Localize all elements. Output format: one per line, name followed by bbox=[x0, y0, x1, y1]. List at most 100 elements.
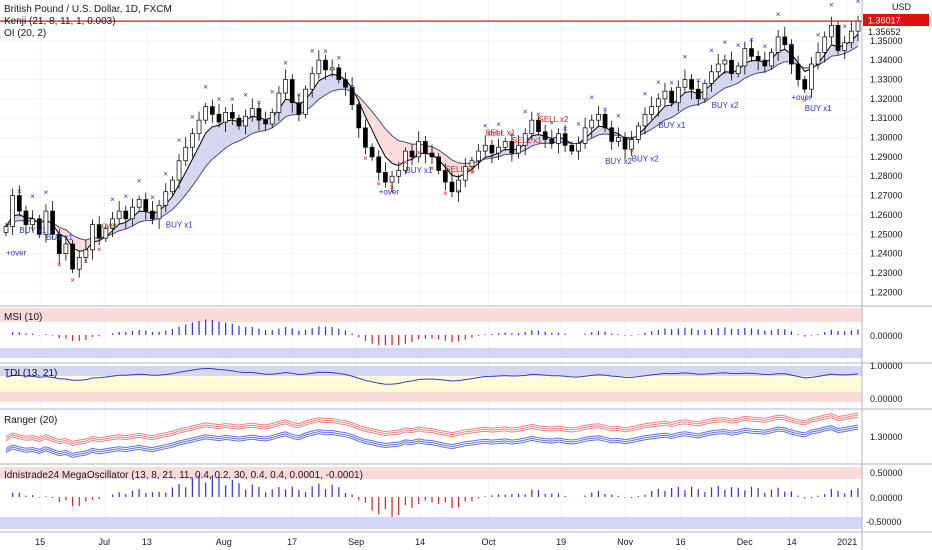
candle-body[interactable] bbox=[835, 24, 841, 51]
candle-body[interactable] bbox=[76, 257, 82, 270]
candle-body[interactable] bbox=[702, 83, 708, 100]
candle-body[interactable] bbox=[249, 108, 255, 117]
candle-body[interactable] bbox=[356, 104, 362, 129]
candle-body[interactable] bbox=[755, 55, 761, 61]
candle-body[interactable] bbox=[529, 119, 535, 135]
candle-body[interactable] bbox=[276, 92, 282, 113]
candle-body[interactable] bbox=[422, 141, 428, 154]
candle-body[interactable] bbox=[769, 52, 774, 67]
candle-body[interactable] bbox=[70, 243, 75, 270]
candle-body[interactable] bbox=[349, 86, 355, 106]
candle-body[interactable] bbox=[516, 144, 521, 154]
candle-body[interactable] bbox=[256, 108, 262, 121]
candle-body[interactable] bbox=[582, 127, 588, 144]
candle-body[interactable] bbox=[669, 90, 674, 104]
candle-body[interactable] bbox=[802, 79, 808, 90]
candle-body[interactable] bbox=[190, 133, 195, 148]
candle-body[interactable] bbox=[150, 210, 155, 220]
candle-body[interactable] bbox=[649, 106, 655, 115]
candle-body[interactable] bbox=[123, 210, 129, 220]
candle-body[interactable] bbox=[323, 59, 328, 71]
candle-body[interactable] bbox=[642, 113, 648, 127]
candle-body[interactable] bbox=[635, 125, 641, 140]
candle-body[interactable] bbox=[762, 59, 768, 67]
candle-body[interactable] bbox=[243, 115, 248, 127]
candle-body[interactable] bbox=[682, 79, 688, 88]
candle-body[interactable] bbox=[216, 113, 222, 123]
candle-body[interactable] bbox=[829, 24, 834, 38]
candle-body[interactable] bbox=[589, 119, 595, 129]
candle-body[interactable] bbox=[143, 199, 149, 212]
candle-body[interactable] bbox=[536, 119, 541, 133]
candle-body[interactable] bbox=[16, 195, 22, 212]
candle-body[interactable] bbox=[110, 218, 115, 229]
candle-body[interactable] bbox=[223, 112, 229, 123]
candle-body[interactable] bbox=[502, 141, 508, 148]
candle-body[interactable] bbox=[742, 48, 748, 67]
candle-body[interactable] bbox=[316, 59, 322, 75]
candle-body[interactable] bbox=[569, 144, 575, 152]
candle-body[interactable] bbox=[662, 90, 668, 100]
candle-body[interactable] bbox=[576, 143, 581, 152]
candle-body[interactable] bbox=[163, 191, 169, 206]
candle-body[interactable] bbox=[848, 30, 854, 44]
candle-body[interactable] bbox=[103, 228, 109, 239]
candle-body[interactable] bbox=[3, 226, 9, 233]
candle-body[interactable] bbox=[63, 243, 69, 254]
candle-body[interactable] bbox=[469, 160, 475, 167]
candle-body[interactable] bbox=[416, 141, 422, 158]
candle-body[interactable] bbox=[176, 160, 182, 181]
candle-body[interactable] bbox=[263, 119, 268, 125]
candle-body[interactable] bbox=[343, 79, 348, 88]
candle-body[interactable] bbox=[36, 218, 42, 235]
candle-body[interactable] bbox=[83, 249, 89, 258]
candle-body[interactable] bbox=[815, 52, 821, 65]
candle-body[interactable] bbox=[396, 170, 402, 177]
candle-body[interactable] bbox=[303, 88, 308, 115]
candle-body[interactable] bbox=[655, 98, 661, 107]
candle-body[interactable] bbox=[289, 79, 295, 104]
price-axis[interactable]: 1.35000 1.34000 1.33000 1.32000 1.31000 1.300… bbox=[870, 36, 903, 298]
candle-body[interactable] bbox=[309, 73, 315, 90]
candle-body[interactable] bbox=[23, 210, 29, 225]
candle-body[interactable] bbox=[549, 139, 555, 144]
candle-body[interactable] bbox=[296, 102, 302, 115]
candle-body[interactable] bbox=[855, 20, 861, 32]
time-axis[interactable]: 15 Jul 13 Aug 17 Sep 14 Oct 19 Nov 16 Dec 14 2021 bbox=[35, 537, 857, 547]
candle-body[interactable] bbox=[522, 133, 528, 146]
candle-body[interactable] bbox=[675, 86, 681, 104]
candle-body[interactable] bbox=[709, 71, 714, 84]
candle-body[interactable] bbox=[562, 133, 568, 146]
candle-body[interactable] bbox=[616, 137, 621, 142]
candle-body[interactable] bbox=[609, 127, 615, 142]
candle-body[interactable] bbox=[842, 42, 848, 51]
candle-body[interactable] bbox=[203, 106, 209, 121]
candle-body[interactable] bbox=[30, 218, 35, 225]
candle-body[interactable] bbox=[236, 117, 242, 127]
candle-body[interactable] bbox=[136, 199, 142, 208]
candle-body[interactable] bbox=[269, 112, 275, 125]
candle-body[interactable] bbox=[436, 156, 442, 171]
candle-body[interactable] bbox=[695, 88, 701, 100]
candle-body[interactable] bbox=[183, 146, 189, 162]
candle-body[interactable] bbox=[489, 144, 495, 154]
candle-body[interactable] bbox=[336, 67, 342, 80]
candle-body[interactable] bbox=[482, 144, 488, 152]
candle-body[interactable] bbox=[629, 139, 635, 150]
candle-body[interactable] bbox=[622, 137, 628, 150]
candle-body[interactable] bbox=[596, 113, 601, 121]
candle-body[interactable] bbox=[715, 63, 721, 73]
candle-body[interactable] bbox=[156, 204, 162, 220]
candle-body[interactable] bbox=[229, 112, 235, 119]
candle-body[interactable] bbox=[409, 150, 415, 158]
candle-body[interactable] bbox=[383, 172, 388, 183]
candle-body[interactable] bbox=[56, 233, 62, 254]
candle-body[interactable] bbox=[556, 133, 561, 144]
candle-body[interactable] bbox=[602, 113, 608, 129]
candle-body[interactable] bbox=[130, 206, 135, 220]
candle-body[interactable] bbox=[10, 195, 16, 227]
candle-body[interactable] bbox=[283, 79, 288, 94]
candle-body[interactable] bbox=[462, 166, 468, 181]
candle-body[interactable] bbox=[403, 150, 408, 171]
